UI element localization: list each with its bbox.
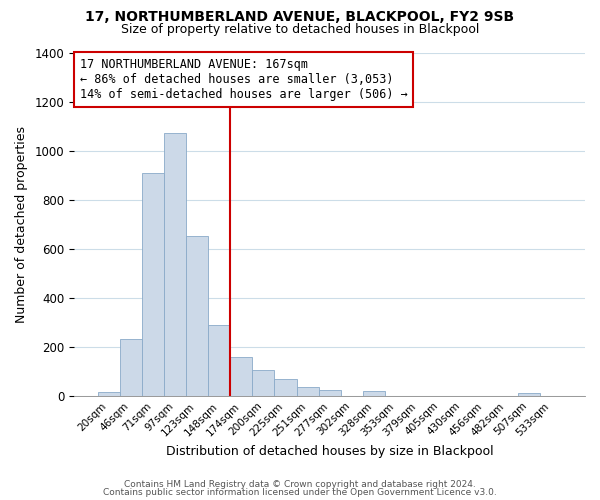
Bar — [98, 392, 120, 396]
Bar — [274, 378, 296, 396]
X-axis label: Distribution of detached houses by size in Blackpool: Distribution of detached houses by size … — [166, 444, 494, 458]
Bar — [120, 340, 142, 396]
Text: Contains public sector information licensed under the Open Government Licence v3: Contains public sector information licen… — [103, 488, 497, 497]
Bar — [142, 172, 164, 396]
Y-axis label: Number of detached properties: Number of detached properties — [15, 126, 28, 322]
Text: Size of property relative to detached houses in Blackpool: Size of property relative to detached ho… — [121, 22, 479, 36]
Bar — [164, 134, 186, 396]
Bar — [296, 386, 319, 396]
Bar — [253, 370, 274, 396]
Bar — [518, 393, 539, 396]
Text: Contains HM Land Registry data © Crown copyright and database right 2024.: Contains HM Land Registry data © Crown c… — [124, 480, 476, 489]
Bar — [363, 392, 385, 396]
Bar — [186, 236, 208, 396]
Bar — [319, 390, 341, 396]
Bar — [208, 324, 230, 396]
Text: 17 NORTHUMBERLAND AVENUE: 167sqm
← 86% of detached houses are smaller (3,053)
14: 17 NORTHUMBERLAND AVENUE: 167sqm ← 86% o… — [80, 58, 407, 100]
Bar — [230, 356, 253, 396]
Text: 17, NORTHUMBERLAND AVENUE, BLACKPOOL, FY2 9SB: 17, NORTHUMBERLAND AVENUE, BLACKPOOL, FY… — [85, 10, 515, 24]
